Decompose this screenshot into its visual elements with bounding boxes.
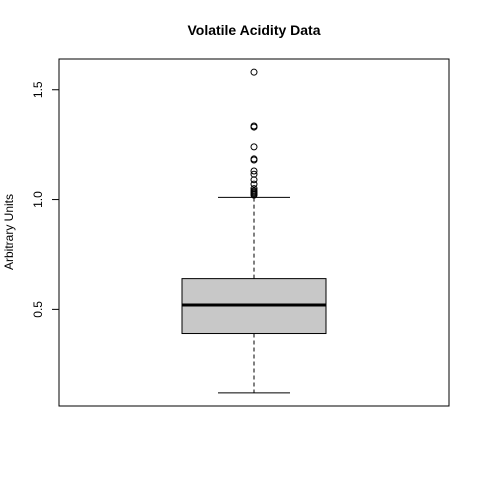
y-axis-label: Arbitrary Units bbox=[2, 194, 16, 270]
outlier-point bbox=[250, 187, 258, 195]
y-tick-label: 0.5 bbox=[31, 301, 45, 318]
outlier-points bbox=[250, 68, 258, 199]
plot-frame bbox=[58, 58, 450, 407]
outlier-point bbox=[250, 122, 258, 130]
outlier-point bbox=[250, 155, 258, 163]
box-group bbox=[181, 196, 327, 394]
outlier-point bbox=[250, 167, 258, 175]
y-axis: 0.5 1.0 1.5 bbox=[31, 81, 59, 318]
outlier-point bbox=[250, 180, 258, 188]
chart-title: Volatile Acidity Data bbox=[187, 22, 320, 38]
outlier-point bbox=[250, 170, 258, 178]
outlier-point bbox=[250, 185, 258, 193]
outlier-point bbox=[250, 143, 258, 151]
outlier-point bbox=[250, 68, 258, 76]
y-tick-label: 1.0 bbox=[31, 191, 45, 208]
y-tick-label: 1.5 bbox=[31, 81, 45, 98]
outlier-point bbox=[250, 176, 258, 184]
